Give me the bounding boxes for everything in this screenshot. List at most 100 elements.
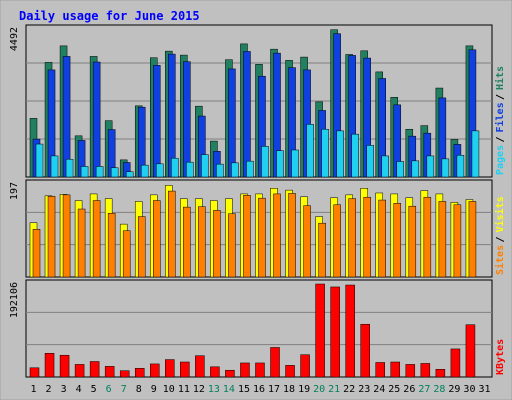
bar-pages-day-18 xyxy=(291,149,299,178)
bar-kbytes-day-23 xyxy=(360,323,370,378)
bar-kbytes-day-16 xyxy=(255,362,265,378)
bar-sites-day-12 xyxy=(198,206,206,278)
bar-kbytes-day-5 xyxy=(89,361,100,378)
bar-pages-day-17 xyxy=(276,150,284,178)
bar-kbytes-day-21 xyxy=(330,286,340,378)
bar-sites-day-4 xyxy=(77,208,86,278)
day-label-4: 4 xyxy=(76,384,82,395)
bar-kbytes-day-2 xyxy=(44,353,55,378)
bar-pages-day-4 xyxy=(80,166,89,178)
panel-max-label: 192106 xyxy=(9,282,20,318)
day-label-8: 8 xyxy=(136,384,142,395)
bar-kbytes-day-14 xyxy=(225,369,235,378)
bar-sites-day-22 xyxy=(348,198,356,278)
bar-sites-day-9 xyxy=(153,200,161,278)
day-label-25: 25 xyxy=(388,384,400,395)
bar-kbytes-day-20 xyxy=(315,283,325,378)
bar-pages-day-12 xyxy=(201,154,209,178)
bar-sites-day-15 xyxy=(243,195,251,278)
bar-pages-day-7 xyxy=(125,171,134,178)
bar-sites-day-18 xyxy=(288,193,296,278)
day-label-12: 12 xyxy=(193,384,205,395)
bar-pages-day-20 xyxy=(321,128,329,178)
legend-separator: / xyxy=(495,94,506,100)
bar-pages-day-11 xyxy=(186,161,194,178)
bar-kbytes-day-7 xyxy=(119,370,130,378)
legend-pages: Pages xyxy=(495,145,506,175)
bar-pages-day-24 xyxy=(381,155,389,178)
day-label-26: 26 xyxy=(403,384,415,395)
day-label-19: 19 xyxy=(298,384,310,395)
bar-kbytes-day-24 xyxy=(375,362,385,378)
bar-sites-day-8 xyxy=(137,216,146,278)
bar-sites-day-20 xyxy=(318,222,326,278)
bar-pages-day-19 xyxy=(306,124,314,178)
bar-sites-day-21 xyxy=(333,204,341,278)
day-label-5: 5 xyxy=(91,384,97,395)
panel-kbytes: 192106 KBytes xyxy=(9,279,506,378)
bar-pages-day-28 xyxy=(441,158,450,178)
bar-sites-day-11 xyxy=(183,206,191,278)
day-label-28: 28 xyxy=(433,384,445,395)
bar-sites-day-2 xyxy=(47,196,56,278)
panel-max-label: 4492 xyxy=(9,27,20,51)
bar-kbytes-day-13 xyxy=(210,366,220,378)
bar-sites-day-27 xyxy=(423,196,432,278)
bar-pages-day-3 xyxy=(65,158,74,178)
bar-kbytes-day-19 xyxy=(300,354,310,378)
bar-kbytes-day-12 xyxy=(195,355,205,378)
bar-sites-day-16 xyxy=(258,197,266,278)
bar-pages-day-5 xyxy=(95,166,104,178)
bar-pages-day-30 xyxy=(471,130,480,178)
bar-kbytes-day-1 xyxy=(29,367,40,378)
legend-visits: Visits xyxy=(494,196,506,232)
bar-kbytes-day-18 xyxy=(285,365,295,378)
bar-sites-day-28 xyxy=(438,201,447,278)
day-label-31: 31 xyxy=(478,384,490,395)
bar-sites-day-19 xyxy=(303,205,311,278)
panel-hits-files-pages: 4492 Pages / Files / Hits xyxy=(9,24,506,178)
bar-pages-day-21 xyxy=(336,130,344,178)
day-label-3: 3 xyxy=(61,384,67,395)
bar-files-day-5 xyxy=(92,61,101,178)
x-axis: 1 2 3 4 5 6 7 8 9 10 11 12 13 14 15 16 17 18 19 20 21 22 23 24 2… xyxy=(31,384,491,395)
legend-hits-files-pages: Pages / Files / Hits xyxy=(494,66,506,175)
bar-kbytes-day-3 xyxy=(59,354,70,378)
day-label-20: 20 xyxy=(313,384,325,395)
legend-kbytes: KBytes xyxy=(495,339,506,375)
bar-kbytes-day-9 xyxy=(150,363,160,378)
day-label-14: 14 xyxy=(223,384,235,395)
bar-kbytes-day-6 xyxy=(104,366,115,378)
bar-kbytes-day-22 xyxy=(345,284,355,378)
bar-files-day-15 xyxy=(243,51,251,178)
bar-files-day-3 xyxy=(62,56,71,178)
legend-hits: Hits xyxy=(494,66,506,90)
legend-kbytes: KBytes xyxy=(495,339,506,375)
day-label-27: 27 xyxy=(418,384,430,395)
bar-sites-day-7 xyxy=(122,230,131,278)
bar-kbytes-day-17 xyxy=(270,347,280,378)
bar-sites-day-14 xyxy=(228,213,236,278)
bar-files-day-9 xyxy=(153,65,161,178)
panel-max-label: 197 xyxy=(9,182,20,200)
bar-kbytes-day-25 xyxy=(390,361,401,378)
bar-sites-day-17 xyxy=(273,193,281,278)
legend-separator: / xyxy=(495,136,506,142)
bar-kbytes-day-28 xyxy=(435,369,446,378)
bar-sites-day-25 xyxy=(393,203,402,278)
bar-kbytes-day-26 xyxy=(405,364,416,378)
bar-pages-day-1 xyxy=(35,143,44,178)
bar-kbytes-day-15 xyxy=(240,362,250,378)
day-label-9: 9 xyxy=(151,384,157,395)
chart-title: Daily usage for June 2015 xyxy=(19,9,200,23)
bar-pages-day-27 xyxy=(426,155,435,178)
day-label-21: 21 xyxy=(328,384,340,395)
bar-sites-day-1 xyxy=(32,229,41,278)
day-label-23: 23 xyxy=(358,384,370,395)
bar-kbytes-day-10 xyxy=(165,359,175,378)
bar-sites-day-29 xyxy=(453,204,462,278)
day-label-29: 29 xyxy=(448,384,460,395)
day-label-13: 13 xyxy=(208,384,220,395)
panel-visits-sites: 197 Sites / Visits xyxy=(9,179,506,278)
